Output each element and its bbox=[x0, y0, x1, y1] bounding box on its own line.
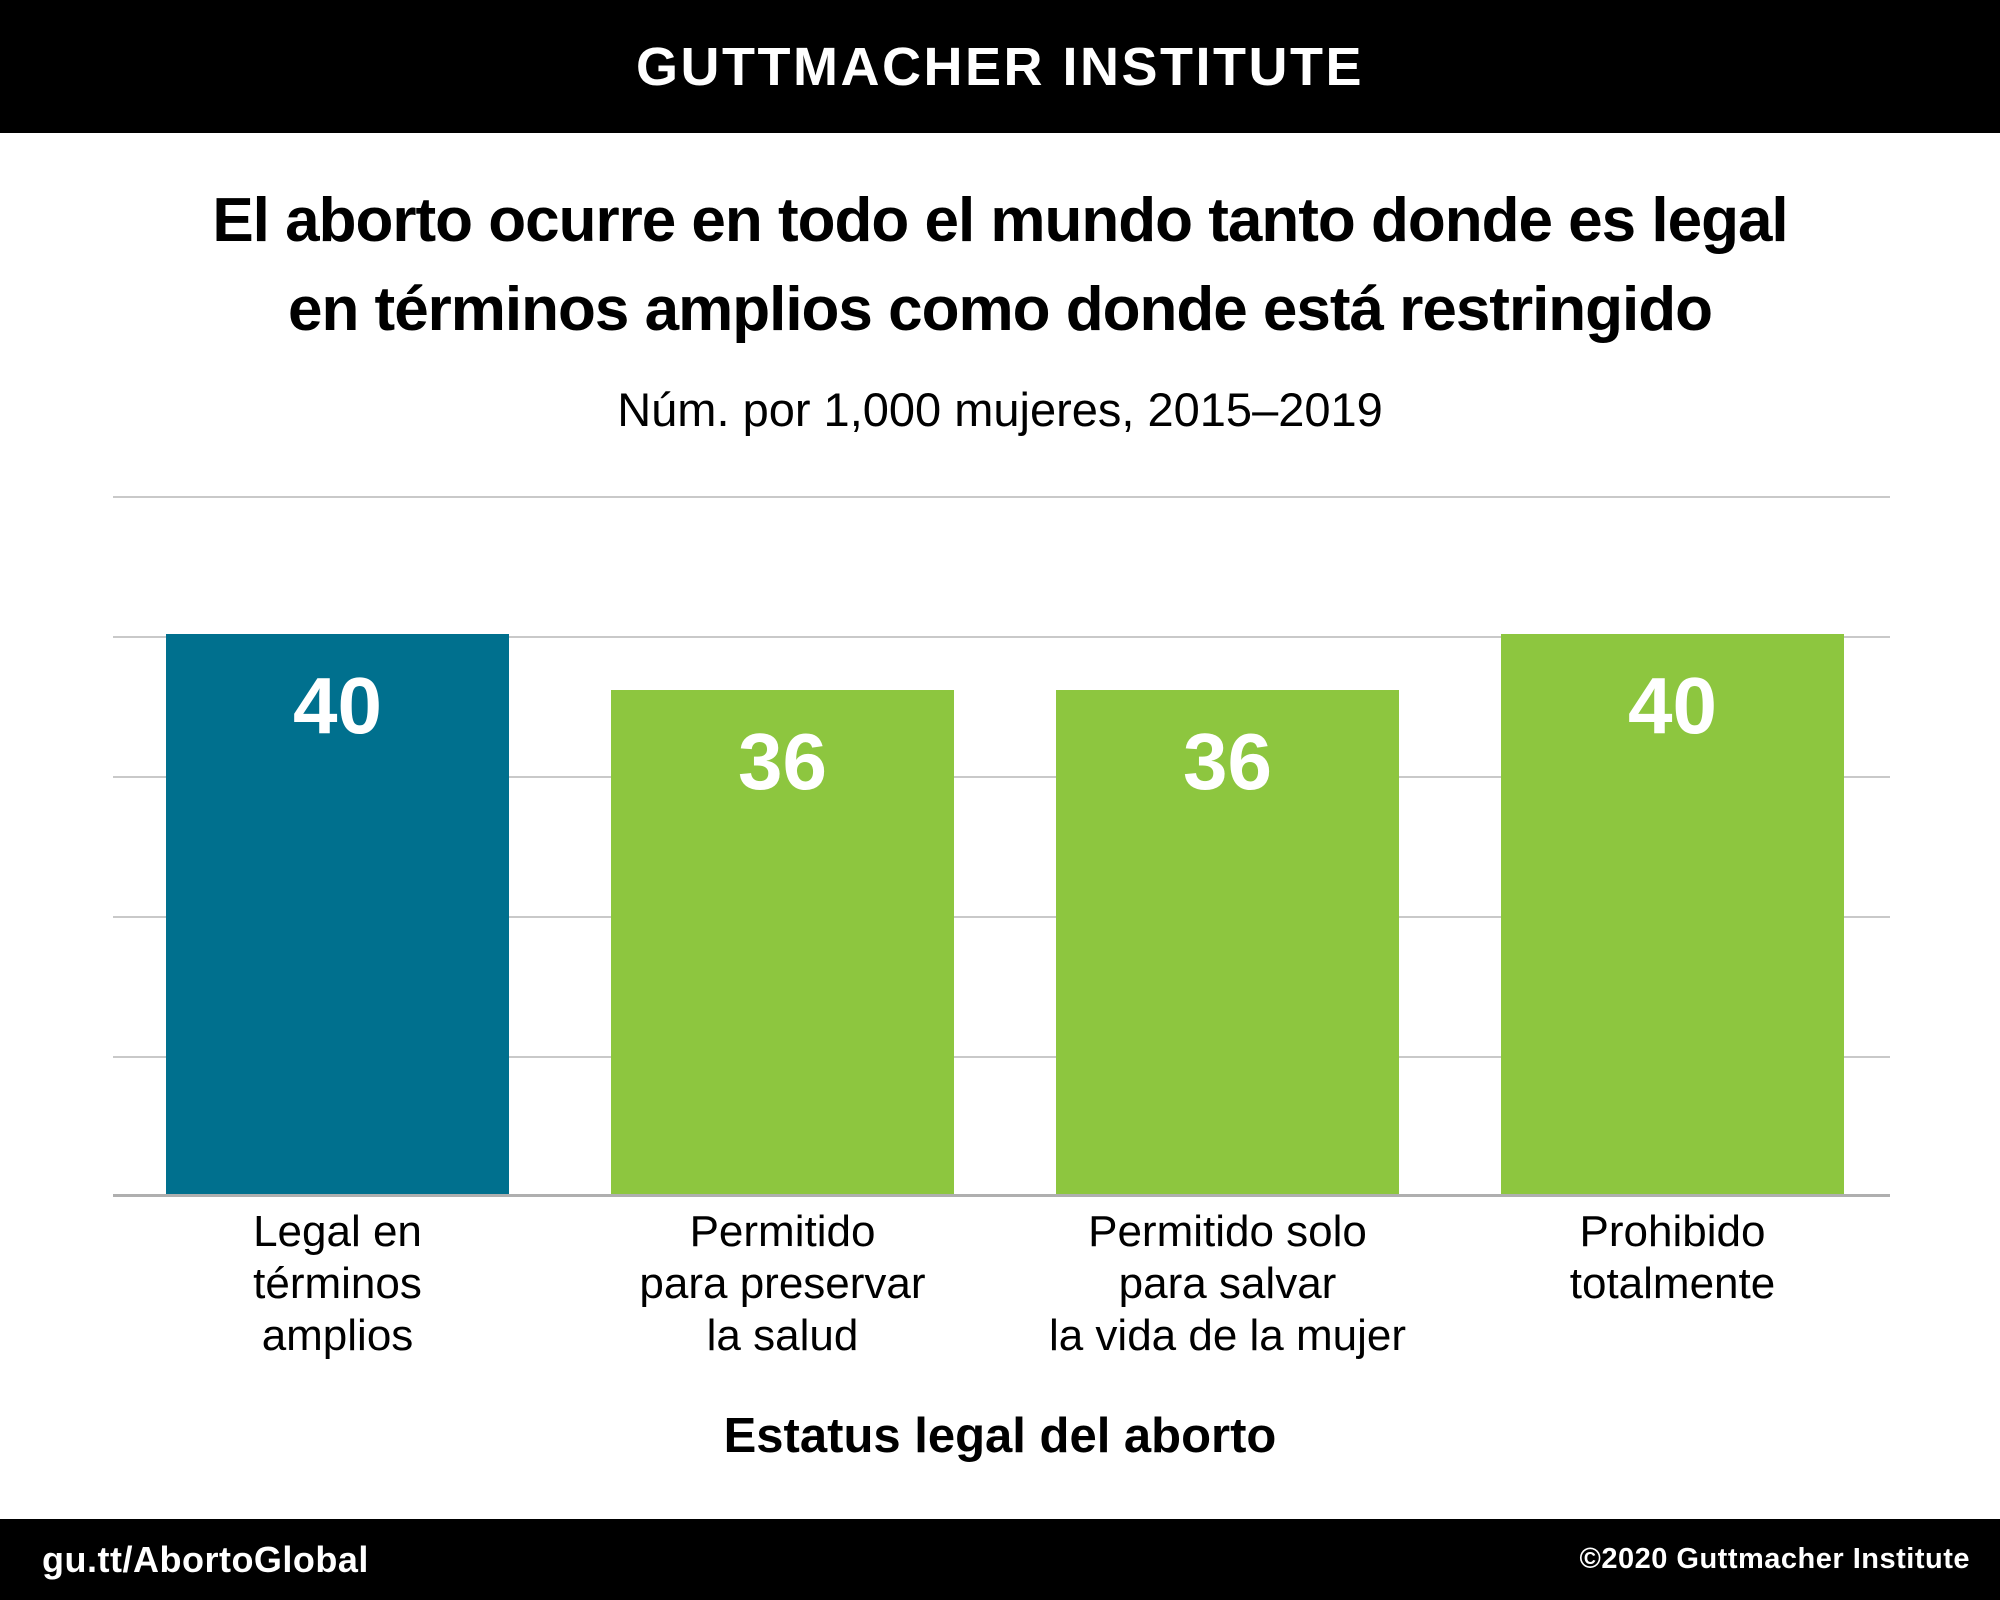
gridline bbox=[113, 496, 1890, 498]
footer-copyright: ©2020 Guttmacher Institute bbox=[1579, 1543, 1970, 1575]
bar-permitido-para-preservar-la-salud: 36 bbox=[611, 690, 954, 1194]
x-axis-baseline bbox=[113, 1194, 1890, 1197]
category-label-permitido-solo-para-salvar-la-vida-de-la-mujer: Permitido solo para salvar la vida de la… bbox=[1048, 1207, 1407, 1360]
bar-chart-plot: 40 36 36 40 bbox=[113, 496, 1890, 1197]
bar-value-label: 36 bbox=[738, 717, 827, 806]
chart-title-line-1: El aborto ocurre en todo el mundo tanto … bbox=[212, 186, 1788, 255]
gridline bbox=[113, 1056, 1890, 1058]
chart-subtitle: Núm. por 1,000 mujeres, 2015–2019 bbox=[617, 383, 1383, 436]
gridline bbox=[113, 636, 1890, 638]
brand-title: GUTTMACHER INSTITUTE bbox=[636, 36, 1364, 97]
bar-legal-en-terminos-amplios: 40 bbox=[166, 634, 509, 1194]
bar-value-label: 40 bbox=[1628, 661, 1717, 750]
footer-bar: gu.tt/AbortoGlobal ©2020 Guttmacher Inst… bbox=[0, 1519, 2000, 1600]
chart-title-line-2: en términos amplios como donde está rest… bbox=[287, 275, 1713, 344]
x-axis-title: Estatus legal del aborto bbox=[723, 1409, 1277, 1463]
bar-value-label: 40 bbox=[293, 661, 382, 750]
bar-permitido-solo-para-salvar-la-vida-de-la-mujer: 36 bbox=[1056, 690, 1399, 1194]
category-label-prohibido-totalmente: Prohibido totalmente bbox=[1569, 1207, 1776, 1308]
chart-title: El aborto ocurre en todo el mundo tanto … bbox=[0, 176, 2000, 354]
category-label-permitido-para-preservar-la-salud: Permitido para preservar la salud bbox=[639, 1207, 926, 1360]
bar-prohibido-totalmente: 40 bbox=[1501, 634, 1844, 1194]
footer-url[interactable]: gu.tt/AbortoGlobal bbox=[42, 1538, 369, 1580]
gridline bbox=[113, 776, 1890, 778]
gridline bbox=[113, 916, 1890, 918]
category-label-legal-en-terminos-amplios: Legal en términos amplios bbox=[253, 1207, 422, 1360]
bar-value-label: 36 bbox=[1183, 717, 1272, 806]
header-bar: GUTTMACHER INSTITUTE bbox=[0, 0, 2000, 133]
